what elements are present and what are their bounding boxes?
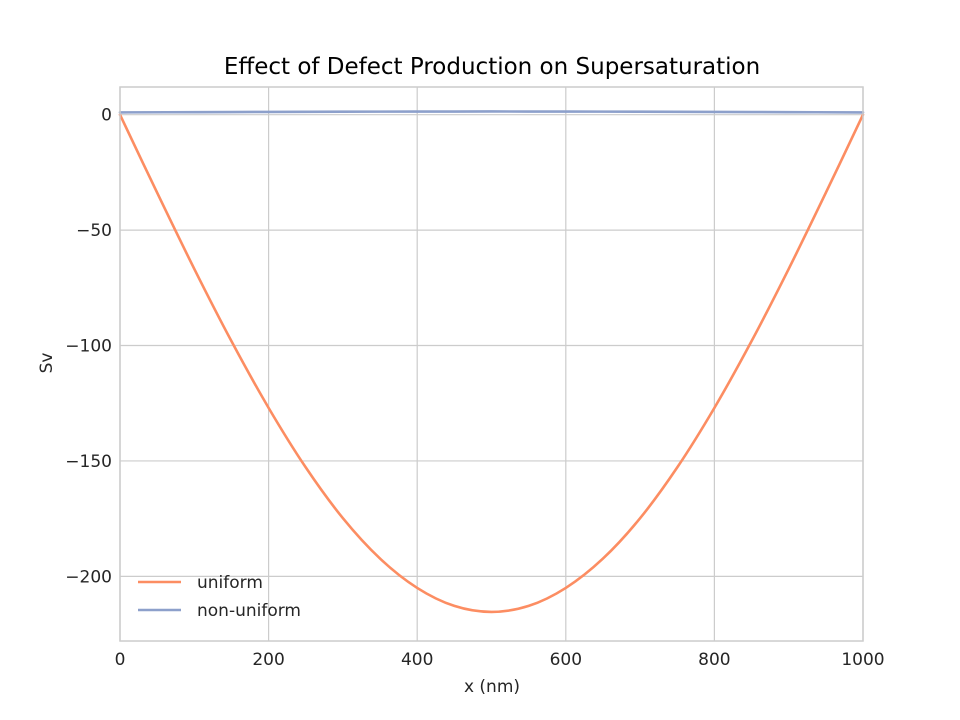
legend: uniform non-uniform (138, 573, 301, 621)
legend-label: uniform (197, 573, 263, 593)
x-axis-label: x (nm) (464, 677, 520, 697)
x-tick-label: 200 (252, 650, 284, 670)
series-line-uniform (118, 113, 865, 614)
grid (119, 87, 864, 641)
y-tick-label: −150 (65, 452, 112, 472)
x-tick-label: 1000 (841, 650, 884, 670)
y-tick-label: 0 (101, 106, 112, 126)
y-tick-labels: 0 −50 −100 −150 −200 (65, 106, 112, 588)
x-tick-label: 0 (115, 650, 126, 670)
y-tick-label: −200 (65, 567, 112, 587)
y-tick-label: −100 (65, 337, 112, 357)
x-tick-label: 800 (698, 650, 730, 670)
plot-frame (119, 86, 864, 642)
series-line-non-uniform (118, 110, 865, 114)
x-tick-label: 400 (401, 650, 433, 670)
x-tick-label: 600 (550, 650, 582, 670)
y-tick-label: −50 (76, 221, 112, 241)
legend-label: non-uniform (197, 601, 301, 621)
series-lines (118, 110, 865, 614)
y-axis-label: Sv (37, 353, 57, 374)
x-tick-labels: 0 200 400 600 800 1000 (115, 650, 885, 670)
chart-title: Effect of Defect Production on Supersatu… (224, 54, 760, 80)
